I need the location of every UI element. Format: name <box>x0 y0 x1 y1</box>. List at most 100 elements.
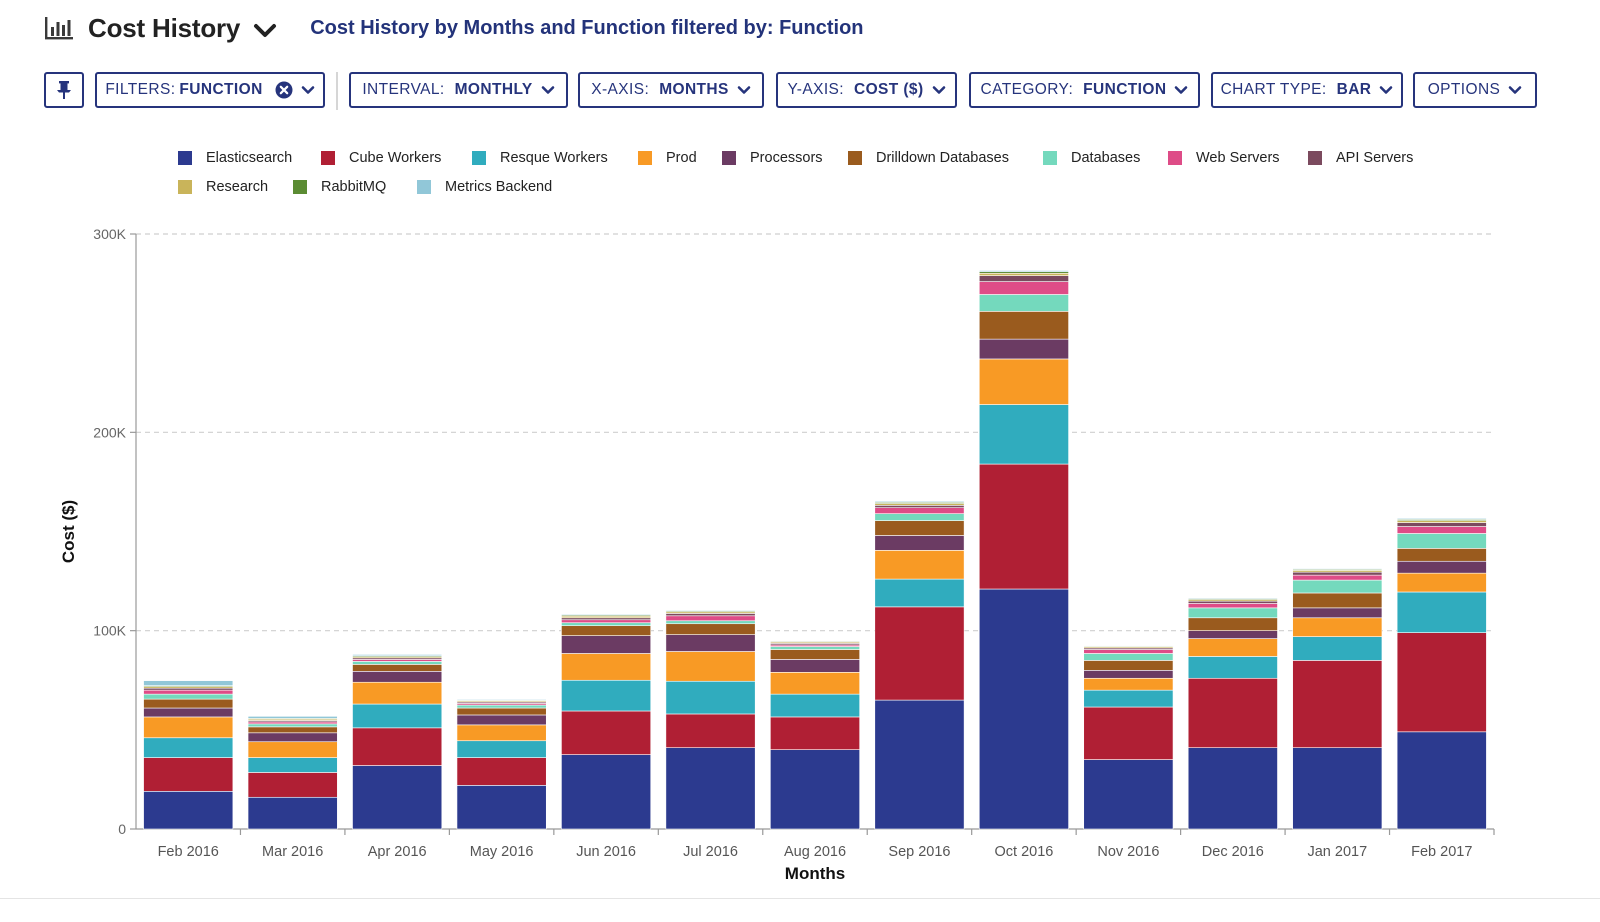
legend-swatch <box>293 180 307 194</box>
bar-segment <box>352 664 443 672</box>
bar-segment <box>1083 759 1174 830</box>
legend-label: Cube Workers <box>349 150 442 166</box>
bar-segment <box>770 646 860 650</box>
y-axis-dropdown[interactable]: Y-AXIS: COST ($) <box>776 72 957 108</box>
legend-item[interactable]: Drilldown Databases <box>848 150 1009 166</box>
bar-segment <box>143 757 234 792</box>
bar-segment <box>1187 600 1278 604</box>
bar-segment <box>874 578 965 608</box>
bar-segment <box>456 757 547 786</box>
close-circle-icon[interactable] <box>275 81 293 99</box>
category-dropdown[interactable]: CATEGORY: FUNCTION <box>969 72 1200 108</box>
legend-label: RabbitMQ <box>321 179 387 195</box>
bar-segment <box>770 641 860 643</box>
bar-segment <box>770 672 860 695</box>
x-tick-label: Nov 2016 <box>1097 844 1159 860</box>
x-axis-dropdown[interactable]: X-AXIS: MONTHS <box>578 72 764 108</box>
legend-item[interactable]: RabbitMQ <box>293 179 386 195</box>
bar-segment <box>665 747 756 830</box>
bar-segment <box>665 623 756 635</box>
chevron-down-icon <box>1508 86 1522 94</box>
bar-segment <box>561 635 652 654</box>
legend-item[interactable]: Prod <box>638 150 697 166</box>
bar-segment <box>247 716 338 719</box>
chart-type-dropdown[interactable]: CHART TYPE: BAR <box>1211 72 1403 108</box>
legend-item[interactable]: Databases <box>1043 150 1140 166</box>
x-tick-label: Sep 2016 <box>888 844 950 860</box>
pin-icon <box>57 81 71 99</box>
bar-segment <box>1292 617 1383 637</box>
interval-dropdown[interactable]: INTERVAL: MONTHLY <box>349 72 568 108</box>
bar-segment <box>143 693 234 700</box>
y-axis-label: Y-AXIS: <box>787 81 844 98</box>
bar-segment <box>1396 560 1487 574</box>
bar-segment <box>143 686 234 689</box>
bar-segment <box>352 703 443 729</box>
x-tick-label: Feb 2016 <box>158 844 219 860</box>
legend-item[interactable]: Web Servers <box>1168 150 1280 166</box>
bar-segment <box>143 689 234 695</box>
legend-item[interactable]: Processors <box>722 150 823 166</box>
bar-segment <box>1292 747 1383 830</box>
bar-segment <box>1187 747 1278 830</box>
legend-swatch <box>417 180 431 194</box>
footer-divider <box>0 898 1600 899</box>
x-tick-label: May 2016 <box>470 844 534 860</box>
bar-segment <box>1083 649 1174 654</box>
x-tick-label: Oct 2016 <box>995 844 1054 860</box>
bar-segment <box>770 641 860 644</box>
bar-segment <box>665 680 756 715</box>
legend-label: Processors <box>750 150 823 166</box>
bar-segment <box>247 718 338 720</box>
bar-segment <box>561 653 652 681</box>
bar-segment <box>352 654 443 656</box>
filters-value: FUNCTION <box>179 81 263 98</box>
bar-segment <box>1396 731 1487 830</box>
bar-segment <box>978 588 1069 830</box>
bar-segment <box>561 622 652 627</box>
bar-segment <box>665 613 756 617</box>
bar-segment <box>352 765 443 830</box>
legend-item[interactable]: API Servers <box>1308 150 1413 166</box>
bar-segment <box>143 680 234 686</box>
legend-swatch <box>178 151 192 165</box>
legend-item[interactable]: Cube Workers <box>321 150 441 166</box>
legend-item[interactable]: Resque Workers <box>472 150 608 166</box>
bar-segment <box>770 693 860 718</box>
y-tick-label: 300K <box>93 226 126 242</box>
bar-segment <box>247 718 338 721</box>
bar-segment <box>1187 599 1278 602</box>
bar-segment <box>247 796 338 830</box>
bar-segment <box>1396 520 1487 523</box>
bar-segment <box>143 707 234 718</box>
legend-item[interactable]: Research <box>178 179 268 195</box>
filters-dropdown[interactable]: FILTERS: FUNCTION <box>95 72 325 108</box>
x-tick-label: Jun 2016 <box>576 844 636 860</box>
legend-item[interactable]: Elasticsearch <box>178 150 292 166</box>
bar-segment <box>1396 632 1487 733</box>
pin-button[interactable] <box>44 72 84 108</box>
bar-segment <box>1083 706 1174 760</box>
y-tick-label: 100K <box>93 623 126 639</box>
chevron-down-icon <box>301 86 314 94</box>
bar-segment <box>1083 653 1174 661</box>
x-tick-label: Dec 2016 <box>1202 844 1264 860</box>
bar-segment <box>978 311 1069 340</box>
bar-segment <box>874 606 965 701</box>
bar-segment <box>1187 630 1278 639</box>
bar-segment <box>456 698 547 701</box>
bar-segment <box>665 651 756 682</box>
bar-segment <box>561 754 652 830</box>
bar-segment <box>352 727 443 766</box>
legend-swatch <box>638 151 652 165</box>
legend-item[interactable]: Metrics Backend <box>417 179 552 195</box>
legend-label: Resque Workers <box>500 150 608 166</box>
bar-segment <box>1083 660 1174 671</box>
bar-segment <box>1396 526 1487 534</box>
bar-segment <box>1187 603 1278 609</box>
bar-segment <box>978 294 1069 312</box>
chevron-down-icon[interactable] <box>252 18 278 44</box>
bar-segment <box>247 721 338 725</box>
bar-segment <box>770 749 860 830</box>
options-dropdown[interactable]: OPTIONS <box>1413 72 1537 108</box>
